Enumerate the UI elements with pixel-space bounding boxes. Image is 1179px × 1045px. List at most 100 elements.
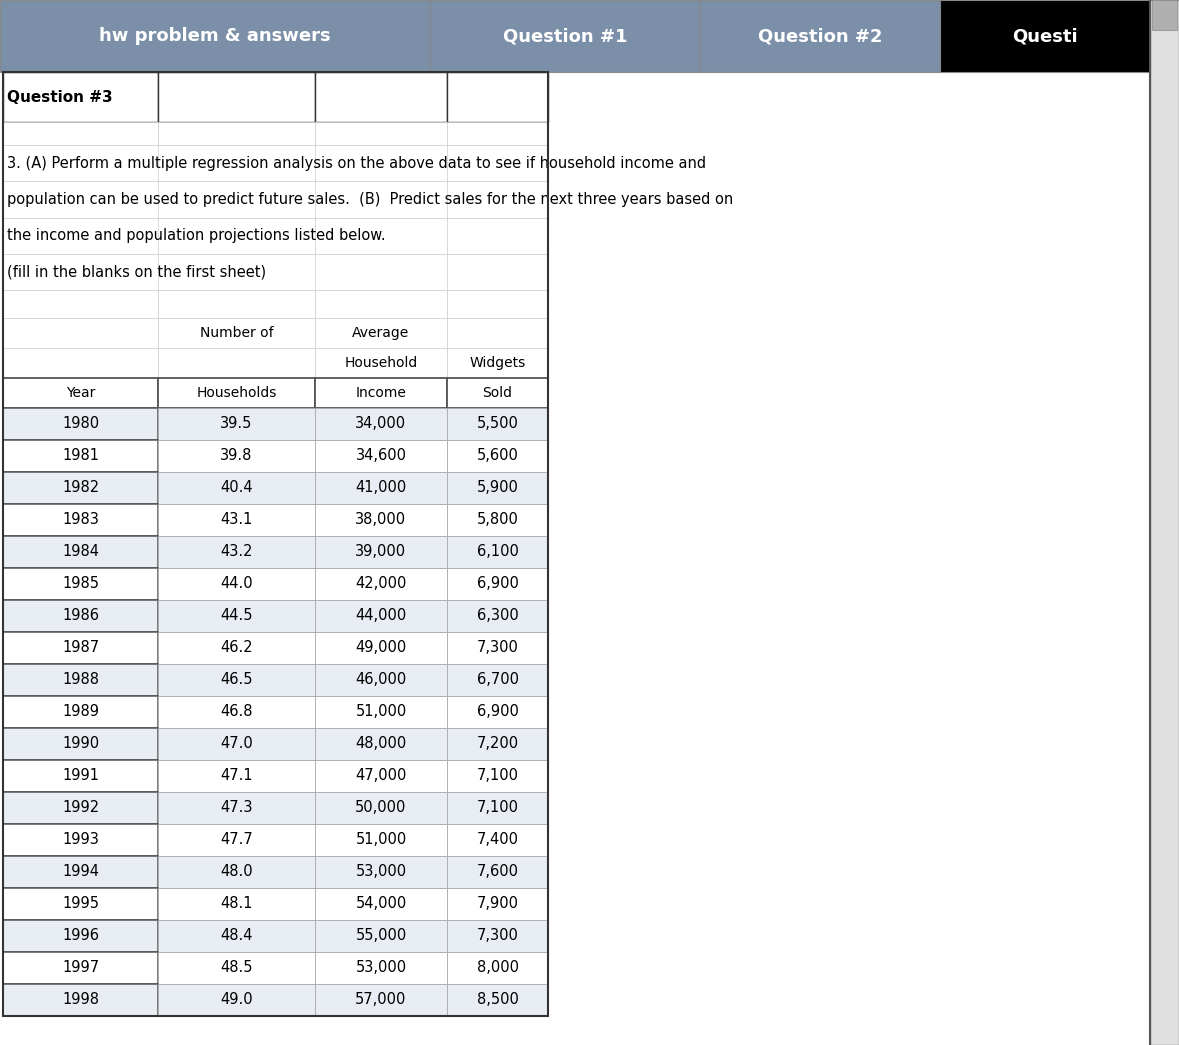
Bar: [447, 984, 548, 1016]
Text: 5,900: 5,900: [476, 481, 519, 495]
Text: (fill in the blanks on the first sheet): (fill in the blanks on the first sheet): [7, 264, 266, 279]
Bar: [4, 145, 548, 181]
Bar: [158, 825, 315, 856]
Bar: [315, 728, 447, 760]
Bar: [447, 536, 548, 568]
Bar: [4, 181, 548, 217]
Text: 47.0: 47.0: [220, 737, 252, 751]
Bar: [315, 600, 447, 632]
Text: 1981: 1981: [62, 448, 99, 464]
Text: hw problem & answers: hw problem & answers: [99, 27, 331, 45]
Bar: [700, 0, 940, 72]
Text: Households: Households: [197, 386, 277, 400]
Bar: [315, 760, 447, 792]
Text: 1988: 1988: [62, 673, 99, 688]
Text: Year: Year: [66, 386, 95, 400]
Text: 1983: 1983: [62, 512, 99, 528]
Text: 43.1: 43.1: [220, 512, 252, 528]
Text: 39,000: 39,000: [355, 544, 407, 559]
Bar: [447, 318, 548, 348]
Bar: [315, 696, 447, 728]
Bar: [447, 122, 548, 145]
Bar: [158, 536, 315, 568]
Bar: [4, 696, 158, 728]
Bar: [430, 0, 700, 72]
Bar: [315, 792, 447, 825]
Text: 1986: 1986: [62, 608, 99, 624]
Text: population can be used to predict future sales.  (B)  Predict sales for the next: population can be used to predict future…: [7, 192, 733, 207]
Bar: [1152, 0, 1177, 30]
Bar: [315, 664, 447, 696]
Text: Question #3: Question #3: [7, 90, 113, 104]
Bar: [158, 348, 315, 378]
Bar: [447, 408, 548, 440]
Text: 1992: 1992: [62, 800, 99, 815]
Text: 44.5: 44.5: [220, 608, 252, 624]
Text: 1990: 1990: [62, 737, 99, 751]
Text: 1993: 1993: [62, 833, 99, 847]
Bar: [447, 291, 548, 318]
Text: 49,000: 49,000: [355, 641, 407, 655]
Text: 1996: 1996: [62, 929, 99, 944]
Text: 6,900: 6,900: [476, 577, 519, 591]
Text: 6,300: 6,300: [476, 608, 519, 624]
Bar: [4, 408, 158, 440]
Text: 1994: 1994: [62, 864, 99, 880]
Text: Household: Household: [344, 356, 417, 370]
Bar: [447, 348, 548, 378]
Text: 40.4: 40.4: [220, 481, 252, 495]
Bar: [4, 632, 158, 664]
Bar: [315, 952, 447, 984]
Bar: [4, 440, 158, 472]
Text: Number of: Number of: [199, 326, 274, 340]
Text: 7,200: 7,200: [476, 737, 519, 751]
Bar: [4, 72, 548, 1016]
Bar: [1150, 0, 1179, 1045]
Text: 1987: 1987: [62, 641, 99, 655]
Bar: [447, 440, 548, 472]
Bar: [158, 600, 315, 632]
Bar: [447, 472, 548, 504]
Bar: [158, 291, 315, 318]
Bar: [447, 952, 548, 984]
Bar: [315, 536, 447, 568]
Bar: [158, 728, 315, 760]
Bar: [315, 122, 447, 145]
Bar: [447, 72, 548, 122]
Text: 7,100: 7,100: [476, 768, 519, 784]
Bar: [4, 888, 158, 920]
Bar: [447, 825, 548, 856]
Text: 1997: 1997: [62, 960, 99, 975]
Text: 39.8: 39.8: [220, 448, 252, 464]
Bar: [4, 536, 158, 568]
Text: 46.2: 46.2: [220, 641, 252, 655]
Text: Average: Average: [353, 326, 409, 340]
Bar: [4, 217, 548, 254]
Bar: [315, 984, 447, 1016]
Bar: [158, 408, 315, 440]
Bar: [4, 318, 158, 348]
Text: 38,000: 38,000: [355, 512, 407, 528]
Bar: [4, 600, 158, 632]
Text: Question #1: Question #1: [502, 27, 627, 45]
Text: 50,000: 50,000: [355, 800, 407, 815]
Text: Sold: Sold: [482, 386, 513, 400]
Bar: [447, 792, 548, 825]
Bar: [447, 696, 548, 728]
Bar: [4, 825, 158, 856]
Text: 44.0: 44.0: [220, 577, 252, 591]
Bar: [315, 504, 447, 536]
Text: Widgets: Widgets: [469, 356, 526, 370]
Bar: [447, 664, 548, 696]
Bar: [447, 600, 548, 632]
Text: 1980: 1980: [62, 417, 99, 432]
Text: 47,000: 47,000: [355, 768, 407, 784]
Text: 44,000: 44,000: [355, 608, 407, 624]
Bar: [158, 856, 315, 888]
Bar: [315, 920, 447, 952]
Bar: [4, 760, 158, 792]
Bar: [4, 504, 158, 536]
Text: 47.7: 47.7: [220, 833, 252, 847]
Text: 49.0: 49.0: [220, 993, 252, 1007]
Bar: [447, 504, 548, 536]
